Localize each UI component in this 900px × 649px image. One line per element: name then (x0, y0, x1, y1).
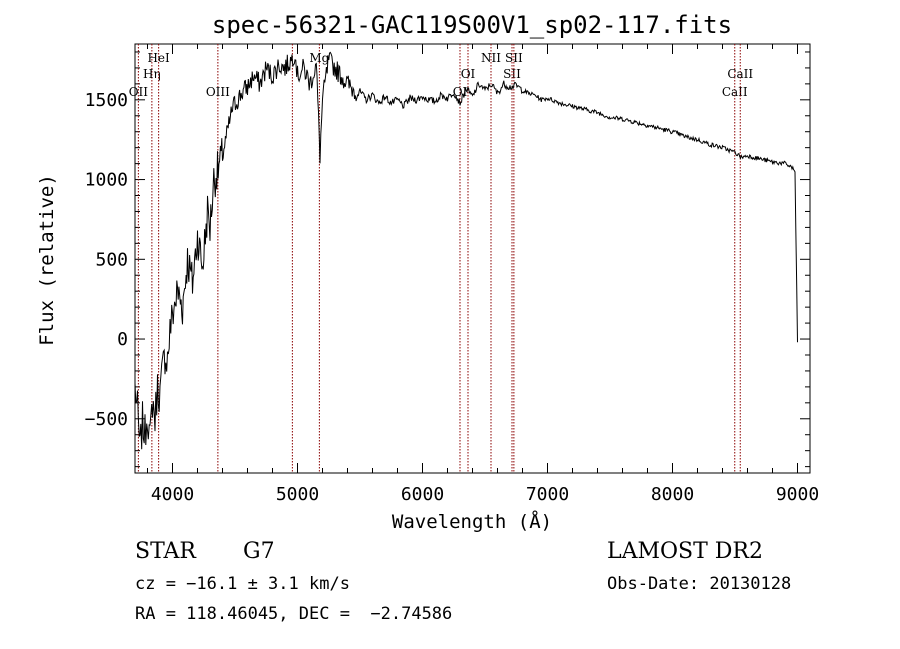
line-marker-label: CaII (727, 67, 753, 81)
y-tick-label: 1000 (85, 170, 128, 191)
redshift-value: cz = −16.1 ± 3.1 km/s (135, 574, 350, 594)
y-tick-label: 500 (95, 249, 128, 270)
coordinates: RA = 118.46045, DEC = −2.74586 (135, 604, 453, 624)
line-marker-label: CaII (722, 85, 748, 99)
axis-ticks: 4000 5000 6000 7000 8000 9000 −500 0 500 1000 1500 (85, 44, 819, 505)
x-tick-label: 6000 (401, 484, 444, 505)
observation-date: Obs-Date: 20130128 (607, 574, 792, 594)
line-marker-label: SII (503, 67, 521, 81)
y-tick-label: 1500 (85, 90, 128, 111)
x-tick-label: 5000 (276, 484, 319, 505)
x-axis-label: Wavelength (Å) (392, 510, 552, 533)
chart-title: spec-56321-GAC119S00V1_sp02-117.fits (212, 11, 732, 39)
y-tick-label: 0 (117, 329, 128, 350)
line-marker-label: Mg (309, 51, 329, 65)
object-class: STAR (135, 539, 196, 564)
line-marker-label: HeI (147, 51, 170, 65)
object-subclass: G7 (243, 539, 275, 564)
x-tick-label: 8000 (651, 484, 694, 505)
spectrum-series-line (134, 51, 798, 450)
survey-name: LAMOST DR2 (607, 539, 763, 564)
line-marker-label: OI (461, 67, 476, 81)
line-marker-label: Hη (143, 67, 161, 81)
line-marker-label: NII (481, 51, 501, 65)
y-tick-label: −500 (85, 409, 128, 430)
x-tick-label: 4000 (151, 484, 194, 505)
x-tick-label: 9000 (776, 484, 819, 505)
y-axis-label: Flux (relative) (36, 174, 58, 346)
line-marker-label: OII (129, 85, 149, 99)
line-marker-label: SII (505, 51, 523, 65)
x-tick-label: 7000 (526, 484, 569, 505)
line-marker-label: OIII (206, 85, 230, 99)
